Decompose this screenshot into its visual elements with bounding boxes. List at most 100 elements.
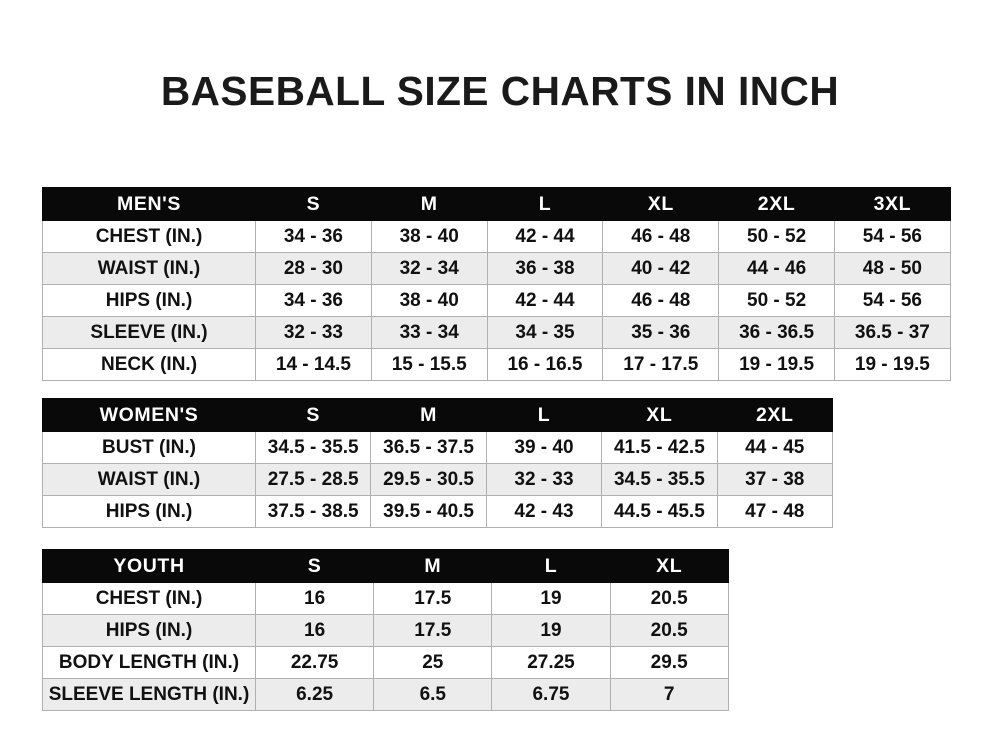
mens-cell: 44 - 46 [718, 252, 835, 285]
womens-table-head: WOMEN'S S M L XL 2XL [42, 398, 833, 432]
mens-row-label: CHEST (IN.) [42, 220, 256, 253]
mens-cell: 19 - 19.5 [833, 348, 951, 381]
mens-size-header-2xl: 2XL [718, 187, 835, 221]
womens-cell: 36.5 - 37.5 [370, 431, 487, 464]
mens-row-label-text: HIPS (IN.) [105, 290, 193, 311]
mens-cell: 17 - 17.5 [602, 348, 720, 381]
youth-size-header-xl: XL [609, 549, 729, 583]
mens-row-label-text: WAIST (IN.) [97, 258, 201, 279]
mens-cell: 48 - 50 [833, 252, 951, 285]
youth-row-label: HIPS (IN.) [42, 614, 256, 647]
youth-cell: 20.5 [609, 614, 729, 647]
youth-cell: 6.5 [373, 678, 493, 711]
mens-row-label: HIPS (IN.) [42, 284, 256, 317]
mens-cell: 54 - 56 [833, 284, 951, 317]
mens-cell: 42 - 44 [486, 284, 604, 317]
womens-size-header-l: L [485, 398, 603, 432]
womens-size-table: WOMEN'S S M L XL 2XL BUST (IN.) 34.5 - 35.5 36.… [42, 398, 833, 528]
mens-table-body: CHEST (IN.) 34 - 36 38 - 40 42 - 44 46 - 48 5… [42, 220, 951, 381]
mens-cell: 38 - 40 [370, 284, 488, 317]
youth-cell: 19 [491, 582, 611, 615]
womens-cell: 27.5 - 28.5 [254, 463, 372, 496]
youth-row-label-text: CHEST (IN.) [95, 588, 203, 609]
mens-cell: 34 - 36 [255, 284, 372, 317]
mens-size-header-3xl: 3XL [833, 187, 951, 221]
mens-cell: 35 - 36 [602, 316, 720, 349]
youth-row-label: BODY LENGTH (IN.) [42, 646, 256, 679]
table-row: HIPS (IN.) 16 17.5 19 20.5 [42, 614, 729, 647]
mens-row-label-text: NECK (IN.) [100, 354, 198, 375]
mens-row-label: NECK (IN.) [42, 348, 256, 381]
youth-size-table: YOUTH S M L XL CHEST (IN.) 16 17.5 19 20.5 HIPS (… [42, 549, 729, 711]
table-row: BODY LENGTH (IN.) 22.75 25 27.25 29.5 [42, 646, 729, 679]
youth-row-label: SLEEVE LENGTH (IN.) [42, 678, 256, 711]
mens-cell: 40 - 42 [602, 252, 720, 285]
mens-cell: 36 - 38 [486, 252, 604, 285]
table-row: NECK (IN.) 14 - 14.5 15 - 15.5 16 - 16.5 17 … [42, 348, 951, 381]
womens-cell: 39 - 40 [485, 431, 603, 464]
mens-cell: 14 - 14.5 [255, 348, 372, 381]
mens-cell: 16 - 16.5 [486, 348, 604, 381]
youth-cell: 17.5 [373, 614, 493, 647]
mens-cell: 54 - 56 [833, 220, 951, 253]
womens-row-label-text: BUST (IN.) [102, 437, 196, 458]
youth-cell: 6.25 [254, 678, 375, 711]
mens-cell: 36.5 - 37 [833, 316, 951, 349]
womens-cell: 39.5 - 40.5 [370, 495, 487, 528]
youth-row-label-text: BODY LENGTH (IN.) [58, 652, 240, 673]
womens-cell: 42 - 43 [485, 495, 603, 528]
mens-row-label-text: SLEEVE (IN.) [90, 322, 208, 343]
womens-table-body: BUST (IN.) 34.5 - 35.5 36.5 - 37.5 39 - 40 4… [42, 431, 833, 528]
womens-cell: 44.5 - 45.5 [601, 495, 718, 528]
table-row: WAIST (IN.) 27.5 - 28.5 29.5 - 30.5 32 - 33… [42, 463, 833, 496]
womens-row-label-text: WAIST (IN.) [97, 469, 201, 490]
mens-size-header-s: S [255, 187, 372, 221]
youth-table-body: CHEST (IN.) 16 17.5 19 20.5 HIPS (IN.) 16 17.5 1… [42, 582, 729, 711]
table-row: SLEEVE LENGTH (IN.) 6.25 6.5 6.75 7 [42, 678, 729, 711]
youth-cell: 16 [254, 582, 375, 615]
youth-cell: 16 [254, 614, 375, 647]
youth-row-label-text: HIPS (IN.) [105, 620, 193, 641]
table-row: SLEEVE (IN.) 32 - 33 33 - 34 34 - 35 35 - 36… [42, 316, 951, 349]
mens-cell: 33 - 34 [370, 316, 488, 349]
womens-cell: 37.5 - 38.5 [254, 495, 372, 528]
mens-cell: 42 - 44 [486, 220, 604, 253]
mens-cell: 50 - 52 [718, 284, 835, 317]
womens-size-header-s: S [254, 398, 372, 432]
mens-cell: 36 - 36.5 [718, 316, 835, 349]
youth-size-header-m: M [373, 549, 493, 583]
youth-cell: 27.25 [491, 646, 611, 679]
mens-row-label: WAIST (IN.) [42, 252, 256, 285]
youth-row-label: CHEST (IN.) [42, 582, 256, 615]
mens-size-table: MEN'S S M L XL 2XL 3XL CHEST (IN.) 34 - 36 38 - … [42, 187, 951, 381]
mens-size-header-m: M [370, 187, 488, 221]
mens-cell: 38 - 40 [370, 220, 488, 253]
womens-size-header-m: M [370, 398, 487, 432]
womens-cell: 34.5 - 35.5 [601, 463, 718, 496]
page-title: BASEBALL SIZE CHARTS IN INCH [160, 68, 840, 114]
youth-cell: 17.5 [373, 582, 493, 615]
mens-table-head: MEN'S S M L XL 2XL 3XL [42, 187, 951, 221]
mens-row-label-text: CHEST (IN.) [95, 226, 203, 247]
youth-corner-label: YOUTH [42, 549, 256, 583]
youth-cell: 25 [373, 646, 493, 679]
table-row: WAIST (IN.) 28 - 30 32 - 34 36 - 38 40 - 42 4… [42, 252, 951, 285]
womens-cell: 29.5 - 30.5 [370, 463, 487, 496]
youth-cell: 22.75 [254, 646, 375, 679]
youth-size-header-s: S [254, 549, 375, 583]
womens-cell: 37 - 38 [716, 463, 833, 496]
youth-cell: 20.5 [609, 582, 729, 615]
mens-cell: 32 - 34 [370, 252, 488, 285]
table-row: CHEST (IN.) 16 17.5 19 20.5 [42, 582, 729, 615]
table-row: HIPS (IN.) 37.5 - 38.5 39.5 - 40.5 42 - 43 4… [42, 495, 833, 528]
womens-cell: 32 - 33 [485, 463, 603, 496]
mens-cell: 46 - 48 [602, 220, 720, 253]
youth-cell: 7 [609, 678, 729, 711]
womens-row-label-text: HIPS (IN.) [105, 501, 193, 522]
mens-cell: 15 - 15.5 [370, 348, 488, 381]
table-row: HIPS (IN.) 34 - 36 38 - 40 42 - 44 46 - 48 50… [42, 284, 951, 317]
youth-cell: 6.75 [491, 678, 611, 711]
mens-size-header-xl: XL [602, 187, 720, 221]
mens-size-header-l: L [486, 187, 604, 221]
womens-cell: 44 - 45 [716, 431, 833, 464]
